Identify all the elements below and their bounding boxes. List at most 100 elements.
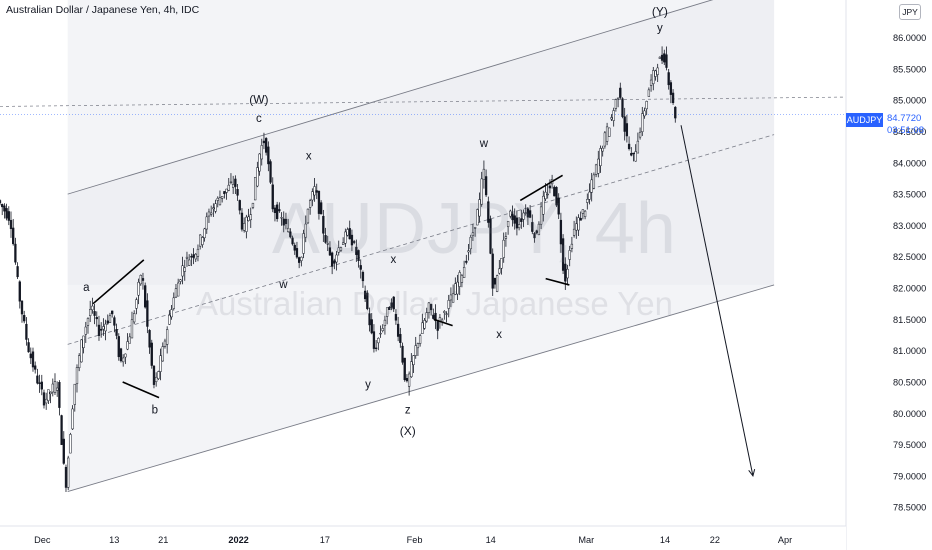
price-axis[interactable]: 86.0000 85.5000 85.0000 84.5000 84.0000 83.50… [845, 0, 932, 550]
candle-body [40, 381, 43, 390]
candle-body [91, 305, 94, 311]
candle-body [498, 268, 501, 274]
candle-body [212, 207, 215, 210]
candle-body [23, 315, 26, 322]
wave-label: z [405, 404, 411, 416]
candle-body [469, 236, 472, 250]
candle-body [260, 145, 263, 160]
candle-body [577, 217, 580, 231]
candle-body [130, 319, 134, 339]
candle-body [335, 254, 338, 263]
x-tick-label: Feb [407, 535, 423, 545]
candle-body [462, 267, 466, 278]
candle-body [221, 196, 224, 199]
y-tick-label: 82.5000 [893, 252, 926, 262]
candle-body [245, 216, 248, 232]
candle-body [223, 191, 226, 195]
candle-body [533, 233, 536, 239]
y-tick-label: 85.0000 [893, 96, 926, 106]
candle-body [218, 197, 222, 206]
symbol-price-badge: AUDJPY [846, 113, 883, 127]
candle-body [319, 202, 323, 215]
x-tick-label: 17 [320, 535, 330, 545]
candle-body [586, 199, 589, 203]
candle-body [656, 67, 659, 75]
candle-body [174, 288, 178, 298]
channel-layer [0, 0, 847, 492]
candle-body [291, 237, 294, 245]
candle-body [544, 191, 547, 200]
currency-badge[interactable]: JPY [899, 4, 921, 20]
candle-body [111, 310, 114, 315]
drawings-layer [92, 125, 756, 478]
candle-body [454, 283, 457, 295]
x-tick-label: 22 [710, 535, 720, 545]
candle-body [150, 342, 153, 366]
candle-body [339, 247, 343, 251]
candle-body [592, 174, 596, 189]
candle-body [148, 330, 151, 348]
candle-body [199, 234, 202, 247]
candle-body [80, 339, 83, 363]
candle-body [432, 314, 435, 319]
candle-body [520, 218, 523, 222]
pattern-line-3 [519, 174, 563, 202]
candle-body [67, 457, 70, 488]
candle-body [383, 319, 387, 326]
x-tick-label: 21 [158, 535, 168, 545]
candle-body [553, 186, 556, 197]
candle-body [568, 250, 571, 260]
candle-body [27, 342, 30, 353]
candle-body [392, 296, 395, 310]
candle-body [192, 254, 195, 258]
candle-body [306, 208, 310, 224]
candle-body [460, 275, 464, 283]
candle-body [667, 72, 670, 86]
x-tick-label: 13 [109, 535, 119, 545]
candle-body [489, 218, 492, 254]
candle-body [654, 70, 657, 77]
candle-body [205, 216, 208, 230]
candle-body [638, 131, 642, 138]
y-tick-label: 83.0000 [893, 221, 926, 231]
candle-body [238, 200, 241, 211]
candle-body [304, 223, 307, 238]
candle-body [7, 211, 10, 221]
candle-body [548, 185, 552, 189]
candle-body [421, 322, 424, 334]
candle-body [632, 152, 635, 155]
candle-body [286, 227, 290, 232]
time-axis[interactable]: Dec 13 21 2022 17 Feb 14 Mar 14 22 Apr [0, 525, 846, 550]
candle-body [344, 231, 347, 244]
candle-body [658, 56, 662, 59]
candle-body [0, 200, 2, 204]
labels-layer: a b (W) c x w x y z (X) w x (Y) y [83, 5, 668, 439]
candle-body [47, 389, 50, 401]
candle-body [236, 189, 239, 196]
candle-body [425, 312, 428, 322]
wave-label: w [479, 138, 489, 150]
candle-body [535, 230, 538, 234]
candle-body [333, 260, 336, 264]
candle-body [157, 371, 160, 379]
candle-body [506, 220, 510, 228]
candle-body [447, 300, 450, 309]
candle-body [627, 143, 631, 149]
candle-body [62, 438, 65, 464]
candle-body [188, 259, 191, 266]
candle-body [313, 186, 316, 196]
candle-body [210, 212, 213, 215]
candle-body [608, 127, 611, 137]
candle-body [590, 179, 593, 193]
candle-body [9, 220, 13, 229]
candle-body [372, 331, 376, 349]
candle-body [414, 345, 417, 356]
candle-body [64, 466, 68, 488]
candle-body [561, 238, 565, 271]
candle-body [484, 176, 488, 196]
candle-body [443, 311, 446, 313]
candle-body [614, 99, 618, 109]
candle-body [346, 229, 349, 236]
candle-body [539, 206, 543, 225]
